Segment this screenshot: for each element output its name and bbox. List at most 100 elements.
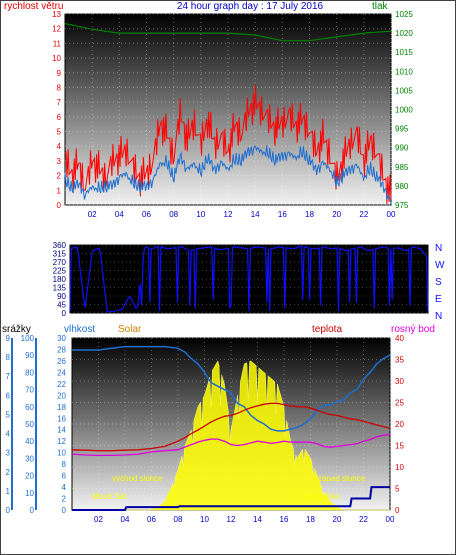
direction-y-tick: 45 — [57, 301, 66, 310]
solar-tick: 12 — [57, 437, 66, 446]
top-x-tick: 10 — [196, 210, 205, 219]
direction-compass-label: N — [435, 243, 442, 254]
top-left-tick: 9 — [57, 69, 62, 78]
annotation-moonrise: Moon Rise — [301, 492, 340, 501]
bottom-x-tick: 10 — [200, 515, 209, 524]
top-series — [64, 23, 392, 204]
top-x-tick: 00 — [387, 210, 396, 219]
top-x-tick: 08 — [169, 210, 178, 219]
bottom-x-tick: 12 — [227, 515, 236, 524]
temperature-tick: 35 — [395, 356, 404, 365]
top-left-tick: 2 — [57, 172, 62, 181]
rain-tick: 7 — [6, 372, 11, 381]
solar-tick: 30 — [57, 334, 66, 343]
top-left-tick: 0 — [57, 201, 62, 210]
direction-compass-label: E — [435, 294, 442, 305]
rain-tick: 2 — [6, 468, 11, 477]
temperature-tick: 5 — [395, 485, 400, 494]
temperature-tick: 30 — [395, 377, 404, 386]
solar-tick: 4 — [62, 483, 67, 492]
top-left-tick: 1 — [57, 186, 62, 195]
direction-y-tick: 0 — [62, 309, 67, 318]
bottom-x-tick: 14 — [253, 515, 262, 524]
legend-temperature: teplota — [312, 324, 342, 335]
humidity-tick: 90 — [25, 351, 34, 360]
humidity-tick: 30 — [25, 454, 34, 463]
top-x-tick: 20 — [332, 210, 341, 219]
direction-y-tick: 135 — [53, 284, 67, 293]
bottom-x-tick: 22 — [359, 515, 368, 524]
rain-tick: 4 — [6, 430, 11, 439]
top-ticks: 0123456789101112139759809859909951000100… — [52, 10, 413, 219]
bottom-x-tick: 08 — [174, 515, 183, 524]
top-right-tick: 1015 — [395, 48, 413, 57]
direction-y-tick: 360 — [53, 241, 67, 250]
direction-compass-label: N — [435, 311, 442, 322]
annotation-sunrise: východ slunce — [112, 474, 163, 483]
humidity-tick: 40 — [25, 437, 34, 446]
rain-tick: 3 — [6, 449, 11, 458]
legend-humidity: vlhkost — [64, 324, 95, 335]
temperature-tick: 0 — [395, 506, 400, 515]
solar-tick: 2 — [62, 495, 67, 504]
rain-tick: 6 — [6, 391, 11, 400]
legend-solar: Solar — [118, 324, 142, 335]
top-x-tick: 16 — [278, 210, 287, 219]
direction-series — [69, 245, 429, 313]
top-right-tick: 1020 — [395, 29, 413, 38]
legend-rain: srážky — [2, 324, 31, 335]
pressure-axis-label: tlak — [372, 1, 389, 12]
solar-tick: 20 — [57, 391, 66, 400]
annotation-moonset: Moon Set — [92, 492, 127, 501]
humidity-tick: 0 — [30, 506, 35, 515]
wind-avg-line — [64, 145, 392, 204]
direction-y-tick: 180 — [53, 275, 67, 284]
bottom-x-tick: 04 — [121, 515, 130, 524]
solar-tick: 14 — [57, 426, 66, 435]
top-right-tick: 990 — [395, 144, 409, 153]
bottom-x-tick: 20 — [333, 515, 342, 524]
top-left-tick: 7 — [57, 98, 62, 107]
top-x-tick: 18 — [305, 210, 314, 219]
top-right-tick: 1005 — [395, 86, 413, 95]
top-left-tick: 12 — [52, 25, 61, 34]
top-left-tick: 4 — [57, 142, 62, 151]
dewpoint-line — [71, 433, 391, 457]
wind-axis-label: rychlost větru — [4, 1, 63, 12]
bottom-series — [71, 345, 391, 511]
top-left-tick: 5 — [57, 128, 62, 137]
top-right-tick: 1010 — [395, 67, 413, 76]
bottom-x-tick: 06 — [147, 515, 156, 524]
top-x-tick: 22 — [359, 210, 368, 219]
top-left-tick: 13 — [52, 10, 61, 19]
direction-y-tick: 90 — [57, 292, 66, 301]
top-x-tick: 06 — [142, 210, 151, 219]
temperature-tick: 10 — [395, 463, 404, 472]
humidity-tick: 50 — [25, 420, 34, 429]
pressure-line — [64, 23, 392, 42]
top-left-tick: 6 — [57, 113, 62, 122]
solar-tick: 8 — [62, 460, 67, 469]
humidity-tick: 20 — [25, 472, 34, 481]
rain-tick: 0 — [6, 506, 11, 515]
rain-tick: 8 — [6, 353, 11, 362]
top-left-tick: 10 — [52, 54, 61, 63]
direction-y-tick: 225 — [53, 267, 67, 276]
top-right-tick: 995 — [395, 125, 409, 134]
chart-title: 24 hour graph day : 17 July 2016 — [177, 1, 324, 12]
top-right-tick: 980 — [395, 182, 409, 191]
solar-tick: 24 — [57, 368, 66, 377]
solar-tick: 28 — [57, 345, 66, 354]
humidity-line — [72, 345, 391, 432]
top-x-tick: 14 — [251, 210, 260, 219]
solar-tick: 16 — [57, 414, 66, 423]
solar-tick: 10 — [57, 449, 66, 458]
rain-tick: 1 — [6, 487, 11, 496]
annotation-sunset: západ slunce — [318, 474, 366, 483]
top-right-tick: 975 — [395, 201, 409, 210]
humidity-tick: 100 — [21, 334, 35, 343]
top-x-tick: 02 — [88, 210, 97, 219]
bottom-x-tick: 00 — [386, 515, 395, 524]
